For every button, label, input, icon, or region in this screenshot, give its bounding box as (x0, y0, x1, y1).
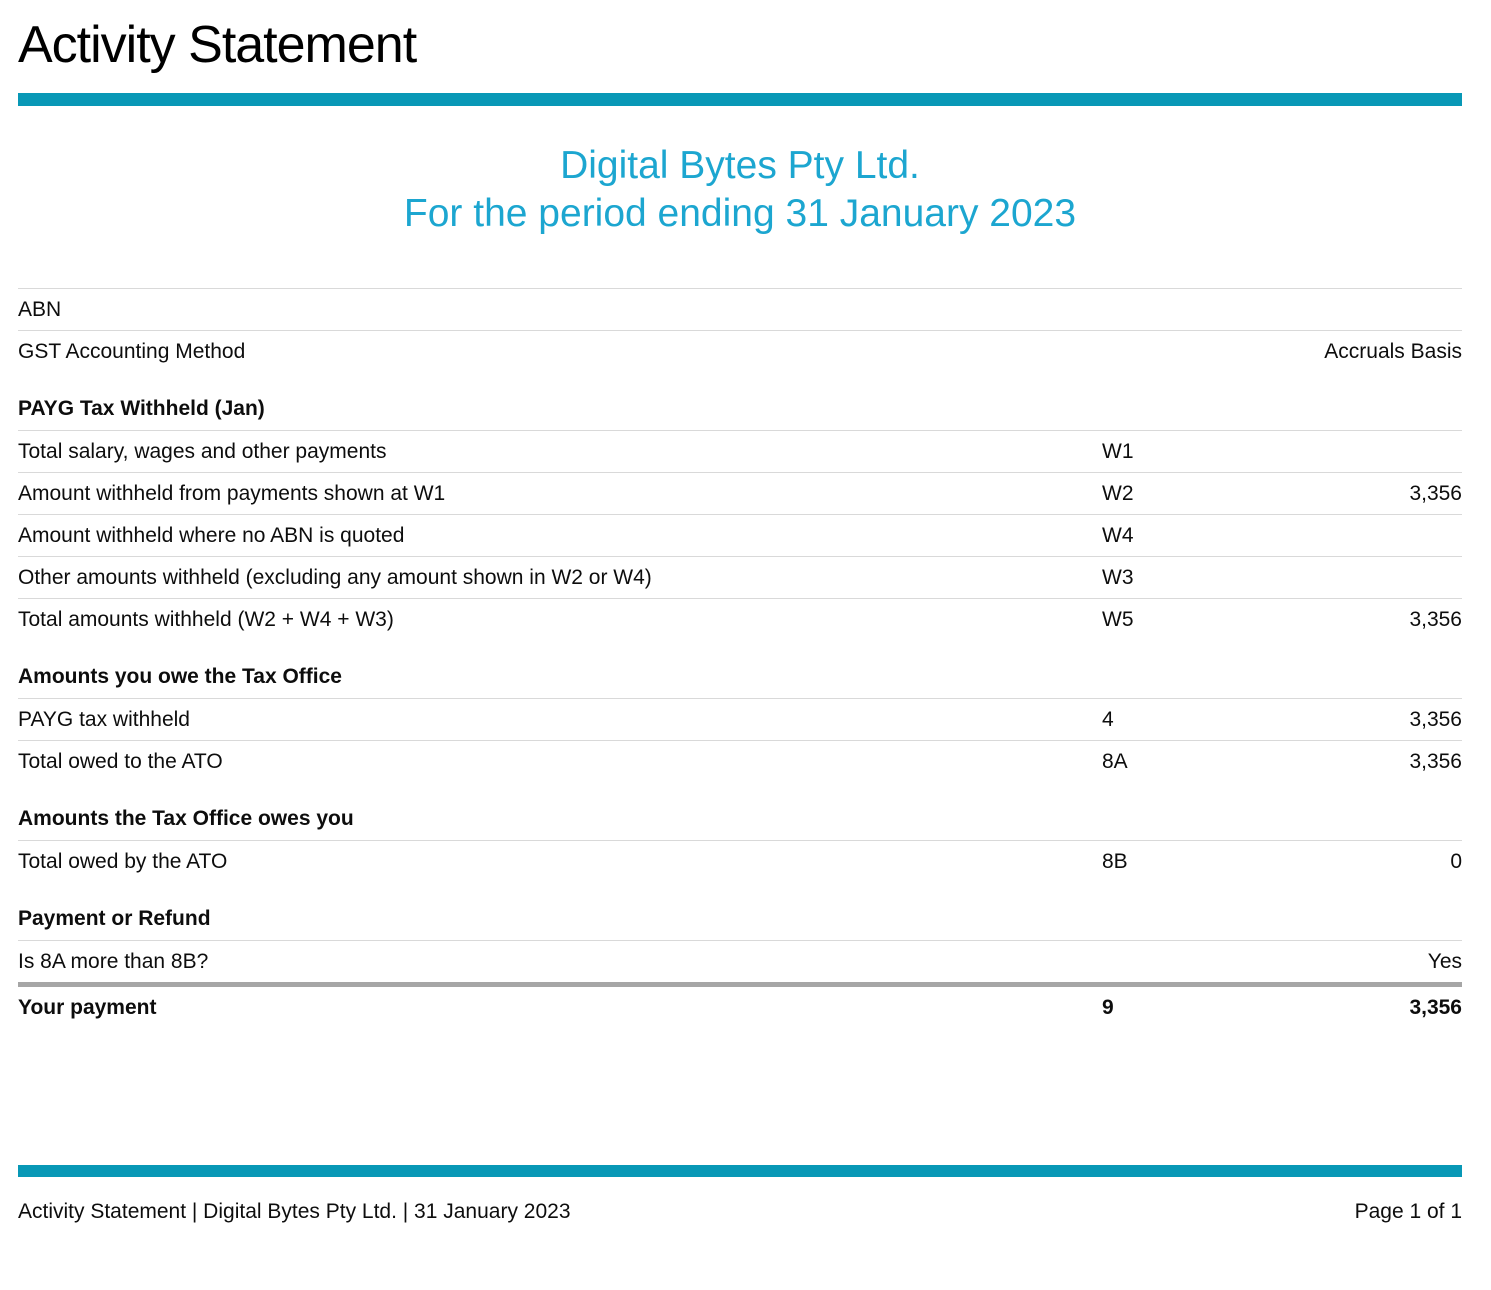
statement-row: PAYG tax withheld 4 3,356 (18, 699, 1462, 741)
row-amount: 0 (1450, 849, 1462, 873)
row-label: Total owed to the ATO (18, 749, 223, 773)
statement-row: Total salary, wages and other payments W1 (18, 431, 1462, 473)
row-field-code: 8A (1102, 749, 1128, 773)
info-row-label: GST Accounting Method (18, 339, 246, 363)
report-section: Amounts the Tax Office owes you Total owe… (18, 805, 1462, 882)
header-divider-bar (18, 92, 1462, 106)
info-row-label: ABN (18, 297, 62, 321)
row-field-code: W2 (1102, 481, 1134, 505)
row-amount: 3,356 (1409, 481, 1462, 505)
info-table: ABN GST Accounting Method Accruals Basis (18, 287, 1462, 372)
statement-row: Total owed by the ATO 8B 0 (18, 841, 1462, 882)
row-label: Total salary, wages and other payments (18, 439, 387, 463)
row-label: Amount withheld where no ABN is quoted (18, 523, 405, 547)
info-row: ABN (18, 289, 1462, 331)
row-amount: 3,356 (1409, 707, 1462, 731)
page-title: Activity Statement (18, 16, 417, 74)
row-label: Other amounts withheld (excluding any am… (18, 565, 652, 589)
row-field-code: W5 (1102, 607, 1134, 631)
row-amount: Yes (1427, 949, 1462, 973)
report-section: Payment or Refund Is 8A more than 8B? Yes Y… (18, 905, 1462, 1028)
row-label: Total owed by the ATO (18, 849, 228, 873)
statement-row: Amount withheld where no ABN is quoted W4 (18, 515, 1462, 557)
row-field-code: 4 (1102, 707, 1114, 731)
info-row: GST Accounting Method Accruals Basis (18, 331, 1462, 372)
row-label: Your payment (18, 995, 157, 1019)
row-amount: 3,356 (1409, 995, 1462, 1019)
section-heading: Amounts you owe the Tax Office (18, 663, 1462, 699)
footer-document-info: Activity Statement | Digital Bytes Pty L… (18, 1200, 571, 1223)
report-section: Amounts you owe the Tax Office PAYG tax w… (18, 663, 1462, 782)
row-label: Total amounts withheld (W2 + W4 + W3) (18, 607, 394, 631)
row-field-code: W4 (1102, 523, 1134, 547)
statement-row: Amount withheld from payments shown at W… (18, 473, 1462, 515)
statement-row: Is 8A more than 8B? Yes (18, 941, 1462, 987)
footer-divider-bar (18, 1165, 1462, 1177)
statement-row: Your payment 9 3,356 (18, 987, 1462, 1028)
report-period: For the period ending 31 January 2023 (403, 191, 1077, 235)
row-amount: 3,356 (1409, 607, 1462, 631)
footer-page-number: Page 1 of 1 (1354, 1200, 1462, 1223)
statement-row: Total amounts withheld (W2 + W4 + W3) W5 3… (18, 599, 1462, 640)
info-row-value: Accruals Basis (1324, 339, 1462, 363)
row-label: Amount withheld from payments shown at W… (18, 481, 446, 505)
report-header: Digital Bytes Pty Ltd. For the period en… (18, 142, 1462, 238)
report-section: PAYG Tax Withheld (Jan) Total salary, wag… (18, 395, 1462, 640)
section-heading: Payment or Refund (18, 905, 1462, 941)
footer-row: Activity Statement | Digital Bytes Pty L… (18, 1200, 1462, 1224)
statement-row: Other amounts withheld (excluding any am… (18, 557, 1462, 599)
row-label: PAYG tax withheld (18, 707, 190, 731)
row-field-code: 9 (1102, 995, 1114, 1019)
row-field-code: W1 (1102, 439, 1134, 463)
company-name: Digital Bytes Pty Ltd. (560, 143, 920, 187)
section-heading: PAYG Tax Withheld (Jan) (18, 395, 1462, 431)
section-heading: Amounts the Tax Office owes you (18, 805, 1462, 841)
row-label: Is 8A more than 8B? (18, 949, 209, 973)
row-field-code: W3 (1102, 565, 1134, 589)
row-amount: 3,356 (1409, 749, 1462, 773)
report-sections: PAYG Tax Withheld (Jan) Total salary, wag… (18, 395, 1462, 1028)
page-footer: Activity Statement | Digital Bytes Pty L… (18, 1165, 1462, 1224)
row-field-code: 8B (1102, 849, 1128, 873)
statement-row: Total owed to the ATO 8A 3,356 (18, 741, 1462, 782)
